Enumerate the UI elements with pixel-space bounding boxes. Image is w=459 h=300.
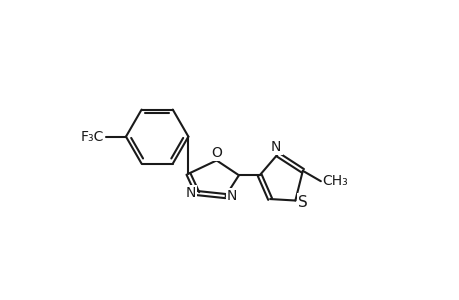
Text: N: N [226, 189, 237, 203]
Text: O: O [211, 146, 222, 160]
Text: N: N [185, 186, 196, 200]
Text: F₃C: F₃C [80, 130, 104, 144]
Text: CH₃: CH₃ [322, 174, 347, 188]
Text: N: N [270, 140, 280, 154]
Text: S: S [297, 194, 307, 209]
